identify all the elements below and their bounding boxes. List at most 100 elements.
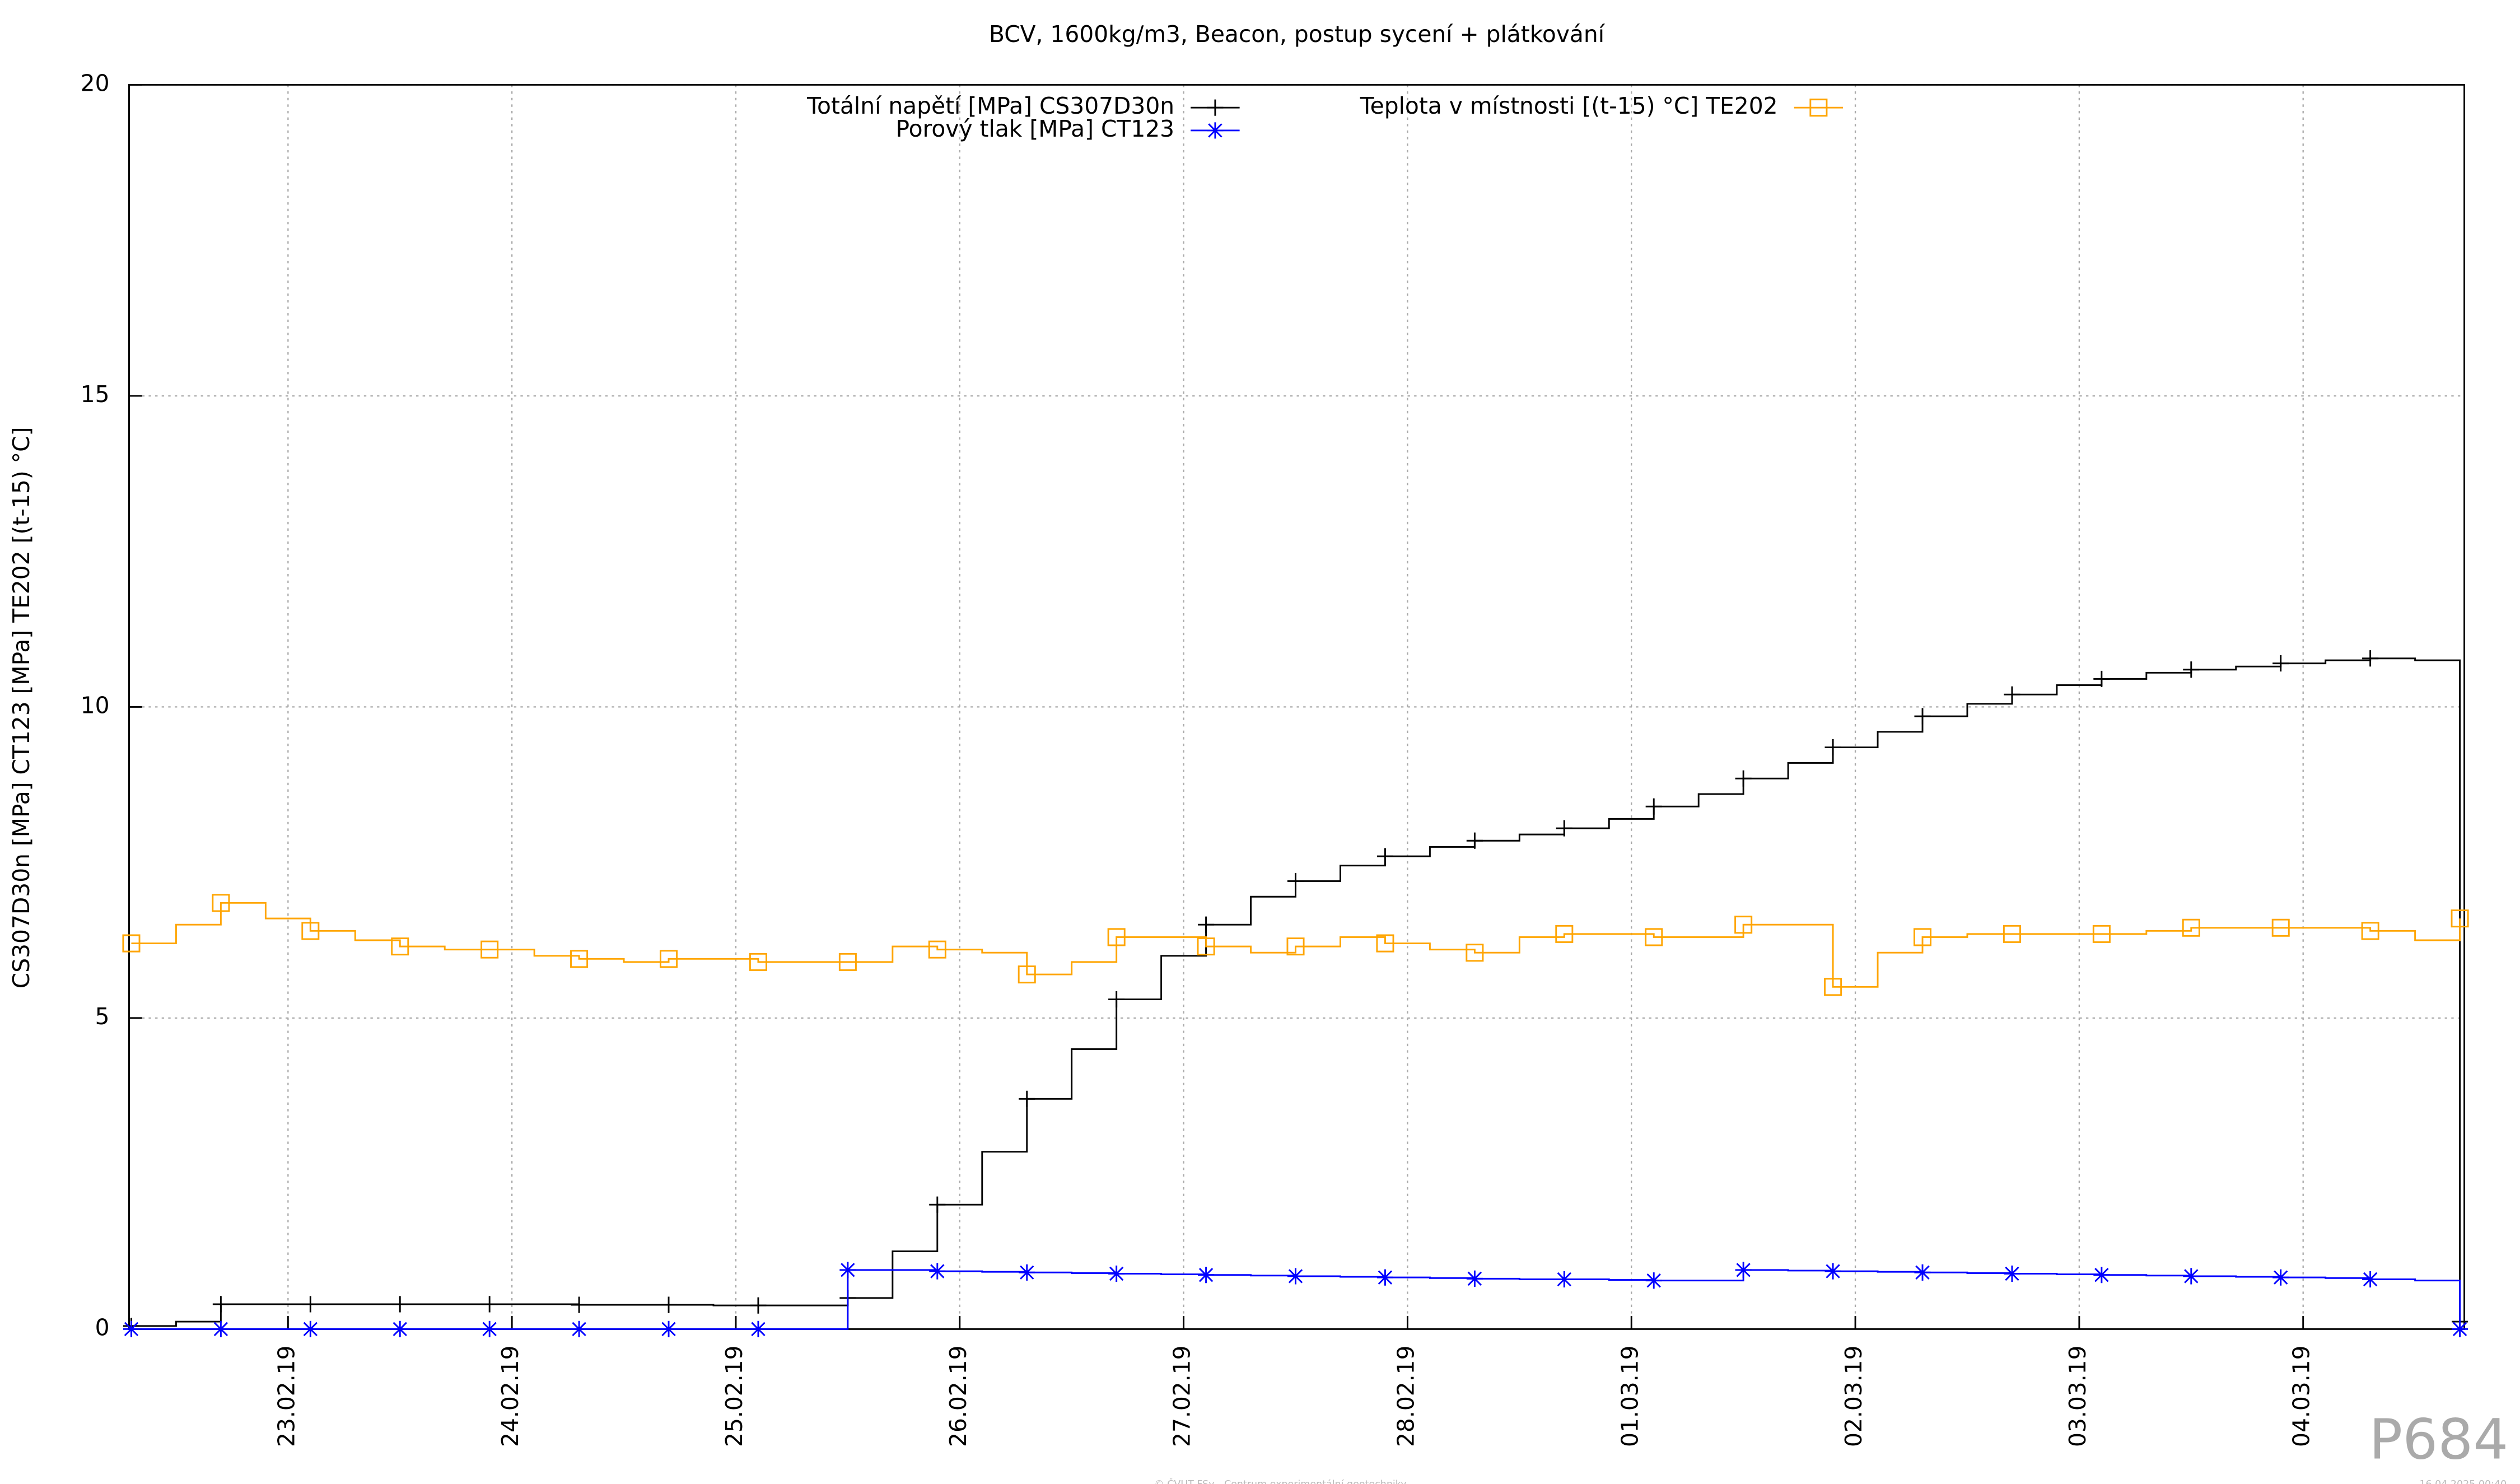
point-marker — [301, 922, 320, 940]
point-marker — [1019, 1090, 1035, 1107]
point-marker — [212, 1320, 229, 1337]
point-marker — [1645, 1272, 1662, 1289]
legend-marker — [1809, 99, 1828, 117]
legend-marker — [1207, 99, 1224, 116]
point-marker — [1376, 1269, 1394, 1286]
point-marker — [391, 937, 409, 956]
legend-label: Porový tlak [MPa] CT123 — [896, 115, 1175, 142]
footer: © ČVUT FSv - Centrum experimentální geot… — [1154, 1478, 1406, 1484]
point-marker — [1645, 928, 1663, 946]
point-marker — [2362, 1271, 2379, 1288]
point-marker — [2093, 1267, 2110, 1284]
point-marker — [2271, 918, 2290, 937]
point-marker — [1376, 934, 1394, 953]
x-tick-label: 25.02.19 — [721, 1345, 748, 1446]
timestamp: 16.04.2025 00:40 — [2419, 1479, 2507, 1484]
legend-marker — [1207, 122, 1224, 139]
point-marker — [212, 1296, 229, 1313]
point-marker — [750, 1320, 767, 1337]
point-marker — [1107, 928, 1126, 946]
point-marker — [1108, 1265, 1125, 1282]
x-tick-label: 26.02.19 — [945, 1345, 972, 1446]
point-marker — [929, 1196, 946, 1213]
point-marker — [2004, 686, 2020, 703]
x-tick-label: 02.03.19 — [1840, 1345, 1867, 1446]
point-marker — [839, 1262, 856, 1278]
x-tick-label: 24.02.19 — [497, 1345, 524, 1446]
y-tick-label: 5 — [95, 1003, 110, 1030]
point-marker — [1824, 1263, 1841, 1280]
point-marker — [2452, 1320, 2468, 1337]
y-axis-label: CS307D30n [MPa] CT123 [MPa] TE202 [(t-15… — [8, 427, 35, 988]
chart-title: BCV, 1600kg/m3, Beacon, postup sycení + … — [989, 21, 1606, 48]
point-marker — [838, 953, 857, 971]
point-marker — [212, 894, 230, 912]
point-marker — [570, 950, 589, 968]
point-marker — [302, 1296, 319, 1313]
point-marker — [1914, 708, 1931, 725]
point-marker — [1198, 1267, 1215, 1284]
x-tick-label: 23.02.19 — [273, 1345, 300, 1446]
point-marker — [571, 1296, 587, 1313]
point-marker — [1556, 820, 1572, 837]
x-tick-label: 03.03.19 — [2064, 1345, 2091, 1446]
point-marker — [1734, 916, 1753, 934]
point-marker — [2183, 661, 2200, 678]
point-marker — [2272, 1269, 2289, 1286]
point-marker — [1556, 1271, 1572, 1288]
point-marker — [1824, 739, 1841, 756]
point-marker — [481, 1296, 498, 1313]
point-marker — [1735, 1262, 1752, 1278]
point-marker — [2361, 922, 2379, 940]
point-marker — [2093, 670, 2110, 687]
x-tick-label: 27.02.19 — [1169, 1345, 1196, 1446]
point-marker — [928, 940, 946, 959]
x-tick-label: 04.03.19 — [2288, 1345, 2315, 1446]
point-marker — [1914, 1264, 1931, 1281]
point-marker — [660, 1320, 677, 1337]
point-marker — [571, 1320, 587, 1337]
point-marker — [1108, 991, 1125, 1008]
point-marker — [122, 934, 141, 953]
point-marker — [1466, 944, 1484, 962]
point-marker — [1735, 770, 1752, 787]
x-tick-label: 01.03.19 — [1616, 1345, 1643, 1446]
point-marker — [2451, 909, 2469, 928]
point-marker — [660, 950, 678, 968]
point-marker — [2092, 925, 2111, 943]
y-tick-label: 20 — [81, 69, 110, 96]
point-marker — [1019, 1264, 1035, 1281]
y-tick-label: 15 — [81, 381, 110, 408]
point-marker — [750, 1297, 767, 1314]
point-marker — [2182, 918, 2200, 937]
legend-label: Totální napětí [MPa] CS307D30n — [806, 92, 1174, 119]
point-marker — [302, 1320, 319, 1337]
point-marker — [1645, 798, 1662, 815]
point-marker — [481, 1320, 498, 1337]
point-marker — [749, 953, 767, 971]
plot-frame — [128, 83, 2466, 1330]
point-marker — [1018, 965, 1036, 984]
point-marker — [1824, 978, 1842, 996]
y-tick-label: 10 — [81, 692, 110, 718]
point-marker — [391, 1296, 408, 1313]
watermark: P684 — [2369, 1408, 2509, 1472]
y-tick-label: 0 — [95, 1314, 110, 1341]
point-marker — [1555, 925, 1574, 943]
point-marker — [1913, 928, 1932, 946]
point-marker — [1198, 916, 1215, 933]
point-marker — [2362, 650, 2379, 667]
point-marker — [2004, 1265, 2020, 1282]
series-line — [131, 657, 2461, 1327]
series-line — [131, 902, 2461, 988]
point-marker — [1287, 1268, 1304, 1285]
point-marker — [1376, 848, 1394, 865]
point-marker — [480, 940, 499, 959]
point-marker — [2183, 1268, 2200, 1285]
point-marker — [123, 1320, 140, 1337]
legend-label: Teplota v místnosti [(t-15) °C] TE202 — [1360, 92, 1778, 119]
point-marker — [2003, 925, 2021, 943]
